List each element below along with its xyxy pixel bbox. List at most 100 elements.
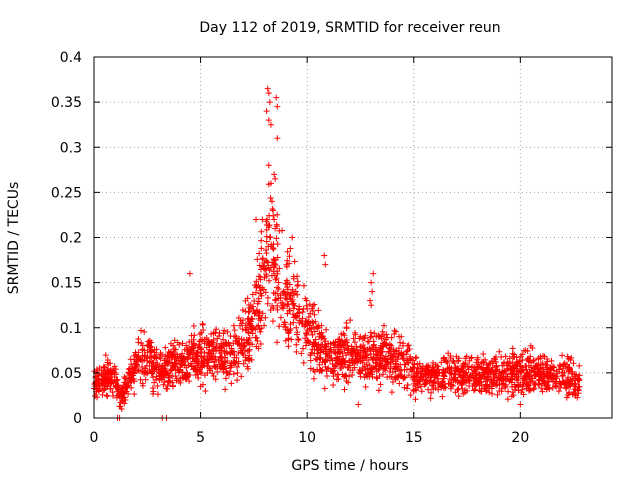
data-point (239, 326, 246, 333)
data-point (259, 284, 266, 291)
data-point (475, 371, 482, 378)
data-point (142, 352, 149, 359)
data-point (104, 383, 111, 390)
y-tick-label: 0.05 (51, 366, 82, 382)
data-point (235, 350, 242, 357)
data-point (202, 388, 209, 395)
data-point (147, 343, 154, 350)
data-point (210, 347, 217, 354)
data-point (473, 359, 480, 366)
data-point (571, 381, 578, 388)
data-point (142, 376, 149, 383)
x-tick-label: 20 (511, 430, 529, 446)
data-point (319, 333, 326, 340)
data-point (293, 341, 300, 348)
data-point (366, 345, 373, 352)
data-point (535, 356, 542, 363)
data-point (441, 357, 448, 364)
data-point (561, 360, 568, 367)
data-point (286, 253, 293, 260)
data-point (434, 363, 441, 370)
data-point (234, 369, 241, 376)
data-point (191, 358, 198, 365)
data-point (227, 349, 234, 356)
data-point (127, 356, 134, 363)
data-point (220, 368, 227, 375)
data-point (98, 367, 105, 374)
data-point (179, 340, 186, 347)
data-point (476, 378, 483, 385)
data-point (571, 386, 578, 393)
data-point (570, 360, 577, 367)
data-point (414, 380, 421, 387)
data-point (274, 135, 281, 142)
data-point (504, 373, 511, 380)
data-point (286, 260, 293, 267)
data-point (164, 361, 171, 368)
data-point (204, 363, 211, 370)
data-point (274, 284, 281, 291)
data-point (267, 180, 274, 187)
data-point (329, 368, 336, 375)
data-point (134, 354, 141, 361)
data-point (363, 354, 370, 361)
data-point (169, 383, 176, 390)
data-point (428, 366, 435, 373)
data-point (113, 382, 120, 389)
data-point (359, 345, 366, 352)
data-point (515, 382, 522, 389)
data-point (200, 354, 207, 361)
data-point (313, 356, 320, 363)
data-point (235, 358, 242, 365)
data-point (365, 338, 372, 345)
data-point (509, 345, 516, 352)
data-point (306, 325, 313, 332)
data-point (474, 356, 481, 363)
data-point (424, 363, 431, 370)
data-point (153, 351, 160, 358)
data-point (383, 362, 390, 369)
data-point (142, 365, 149, 372)
data-point (401, 361, 408, 368)
data-point (259, 310, 266, 317)
data-point (153, 346, 160, 353)
data-point (228, 359, 235, 366)
data-point (401, 366, 408, 373)
data-point (215, 357, 222, 364)
data-point (266, 234, 273, 241)
data-point (95, 382, 102, 389)
data-point (304, 320, 311, 327)
data-point (471, 375, 478, 382)
data-point (538, 385, 545, 392)
data-point (137, 376, 144, 383)
data-point (214, 368, 221, 375)
data-point (504, 359, 511, 366)
data-point (213, 326, 220, 333)
data-point (546, 385, 553, 392)
data-point (557, 380, 564, 387)
data-point (478, 359, 485, 366)
data-point (393, 364, 400, 371)
data-point (568, 354, 575, 361)
data-point (371, 330, 378, 337)
data-point (228, 380, 235, 387)
data-point (252, 282, 259, 289)
data-point (294, 312, 301, 319)
data-point (205, 349, 212, 356)
data-point (118, 405, 125, 412)
data-point (107, 377, 114, 384)
data-point (198, 329, 205, 336)
data-point (510, 392, 517, 399)
data-point (375, 366, 382, 373)
data-point (318, 367, 325, 374)
data-point (195, 375, 202, 382)
data-point (257, 340, 264, 347)
data-point (239, 306, 246, 313)
data-point (290, 319, 297, 326)
data-point (489, 390, 496, 397)
data-point (300, 359, 307, 366)
data-point (575, 377, 582, 384)
data-point (535, 377, 542, 384)
data-point (154, 382, 161, 389)
data-point (513, 371, 520, 378)
